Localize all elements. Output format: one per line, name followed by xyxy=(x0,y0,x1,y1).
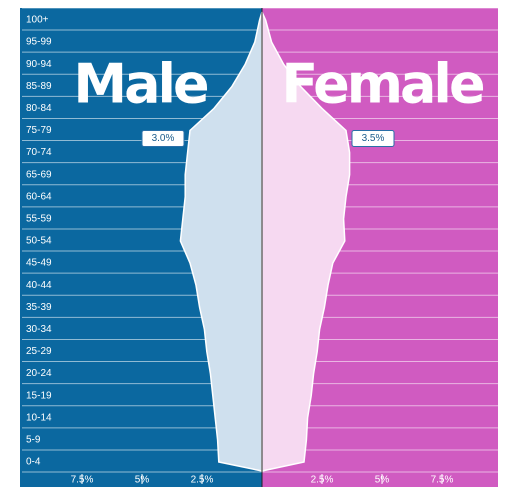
x-tick-label: 2.5% xyxy=(191,475,214,486)
age-label: 40-44 xyxy=(26,280,52,291)
age-label: 45-49 xyxy=(26,258,52,269)
age-label: 75-79 xyxy=(26,125,52,136)
x-tick-label: 5% xyxy=(135,475,150,486)
age-label: 60-64 xyxy=(26,191,52,202)
age-label: 50-54 xyxy=(26,236,52,247)
age-label: 85-89 xyxy=(26,81,52,92)
age-label: 100+ xyxy=(26,15,49,26)
callout-box xyxy=(141,130,185,147)
callout-box xyxy=(351,130,395,147)
x-tick-label: 5% xyxy=(375,475,390,486)
legend-female: Female xyxy=(281,53,484,116)
legend-male: Male xyxy=(73,53,208,116)
age-label: 25-29 xyxy=(26,346,52,357)
age-label: 90-94 xyxy=(26,59,52,70)
callout-label: 3.5% xyxy=(362,133,385,144)
age-label: 70-74 xyxy=(26,147,52,158)
callout-label: 3.0% xyxy=(152,133,175,144)
age-label: 15-19 xyxy=(26,390,52,401)
age-label: 0-4 xyxy=(26,457,41,468)
age-label: 95-99 xyxy=(26,37,52,48)
age-label: 5-9 xyxy=(26,435,41,446)
x-tick-label: 7.5% xyxy=(71,475,94,486)
age-label: 30-34 xyxy=(26,324,52,335)
x-tick-label: 7.5% xyxy=(431,475,454,486)
age-label: 35-39 xyxy=(26,302,52,313)
x-tick-label: 2.5% xyxy=(311,475,334,486)
age-label: 10-14 xyxy=(26,412,52,423)
age-label: 65-69 xyxy=(26,169,52,180)
age-label: 80-84 xyxy=(26,103,52,114)
age-label: 55-59 xyxy=(26,214,52,225)
female-area xyxy=(261,11,351,472)
age-label: 20-24 xyxy=(26,368,52,379)
male-area xyxy=(179,11,263,472)
